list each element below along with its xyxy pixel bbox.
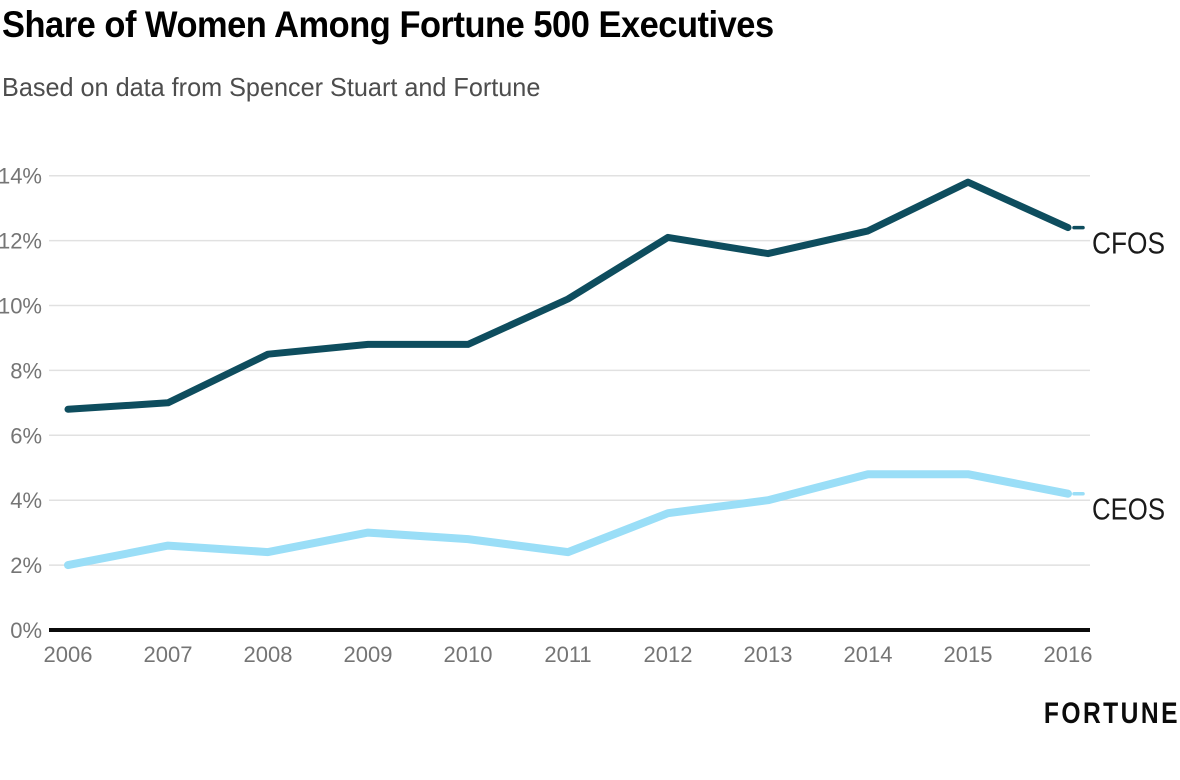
x-axis-tick-label: 2006	[44, 642, 93, 667]
y-axis-tick-label: 6%	[10, 423, 42, 448]
x-axis-tick-label: 2010	[444, 642, 493, 667]
y-axis-tick-label: 8%	[10, 358, 42, 383]
x-axis-tick-label: 2013	[744, 642, 793, 667]
y-axis-tick-label: 4%	[10, 488, 42, 513]
series-label-cfos: CFOS	[1092, 226, 1165, 261]
chart-title: Share of Women Among Fortune 500 Executi…	[2, 4, 774, 45]
y-axis-tick-label: 10%	[0, 294, 42, 319]
x-axis-tick-label: 2007	[144, 642, 193, 667]
x-axis-tick-label: 2009	[344, 642, 393, 667]
x-axis-tick-label: 2008	[244, 642, 293, 667]
y-axis-tick-label: 12%	[0, 229, 42, 254]
x-axis-tick-label: 2016	[1044, 642, 1093, 667]
series-label-ceos: CEOS	[1092, 492, 1165, 527]
y-axis-tick-label: 14%	[0, 164, 42, 189]
x-axis-tick-label: 2015	[944, 642, 993, 667]
chart-subtitle: Based on data from Spencer Stuart and Fo…	[2, 72, 541, 102]
x-axis-tick-label: 2011	[544, 642, 591, 667]
x-axis-tick-label: 2014	[844, 642, 893, 667]
x-axis-tick-label: 2012	[644, 642, 693, 667]
series-line-cfos	[64, 178, 1072, 413]
y-axis-tick-label: 0%	[10, 618, 42, 643]
fortune-logo: FORTUNE	[1043, 697, 1180, 730]
series-line-ceos	[64, 470, 1072, 570]
y-axis-tick-label: 2%	[10, 553, 42, 578]
